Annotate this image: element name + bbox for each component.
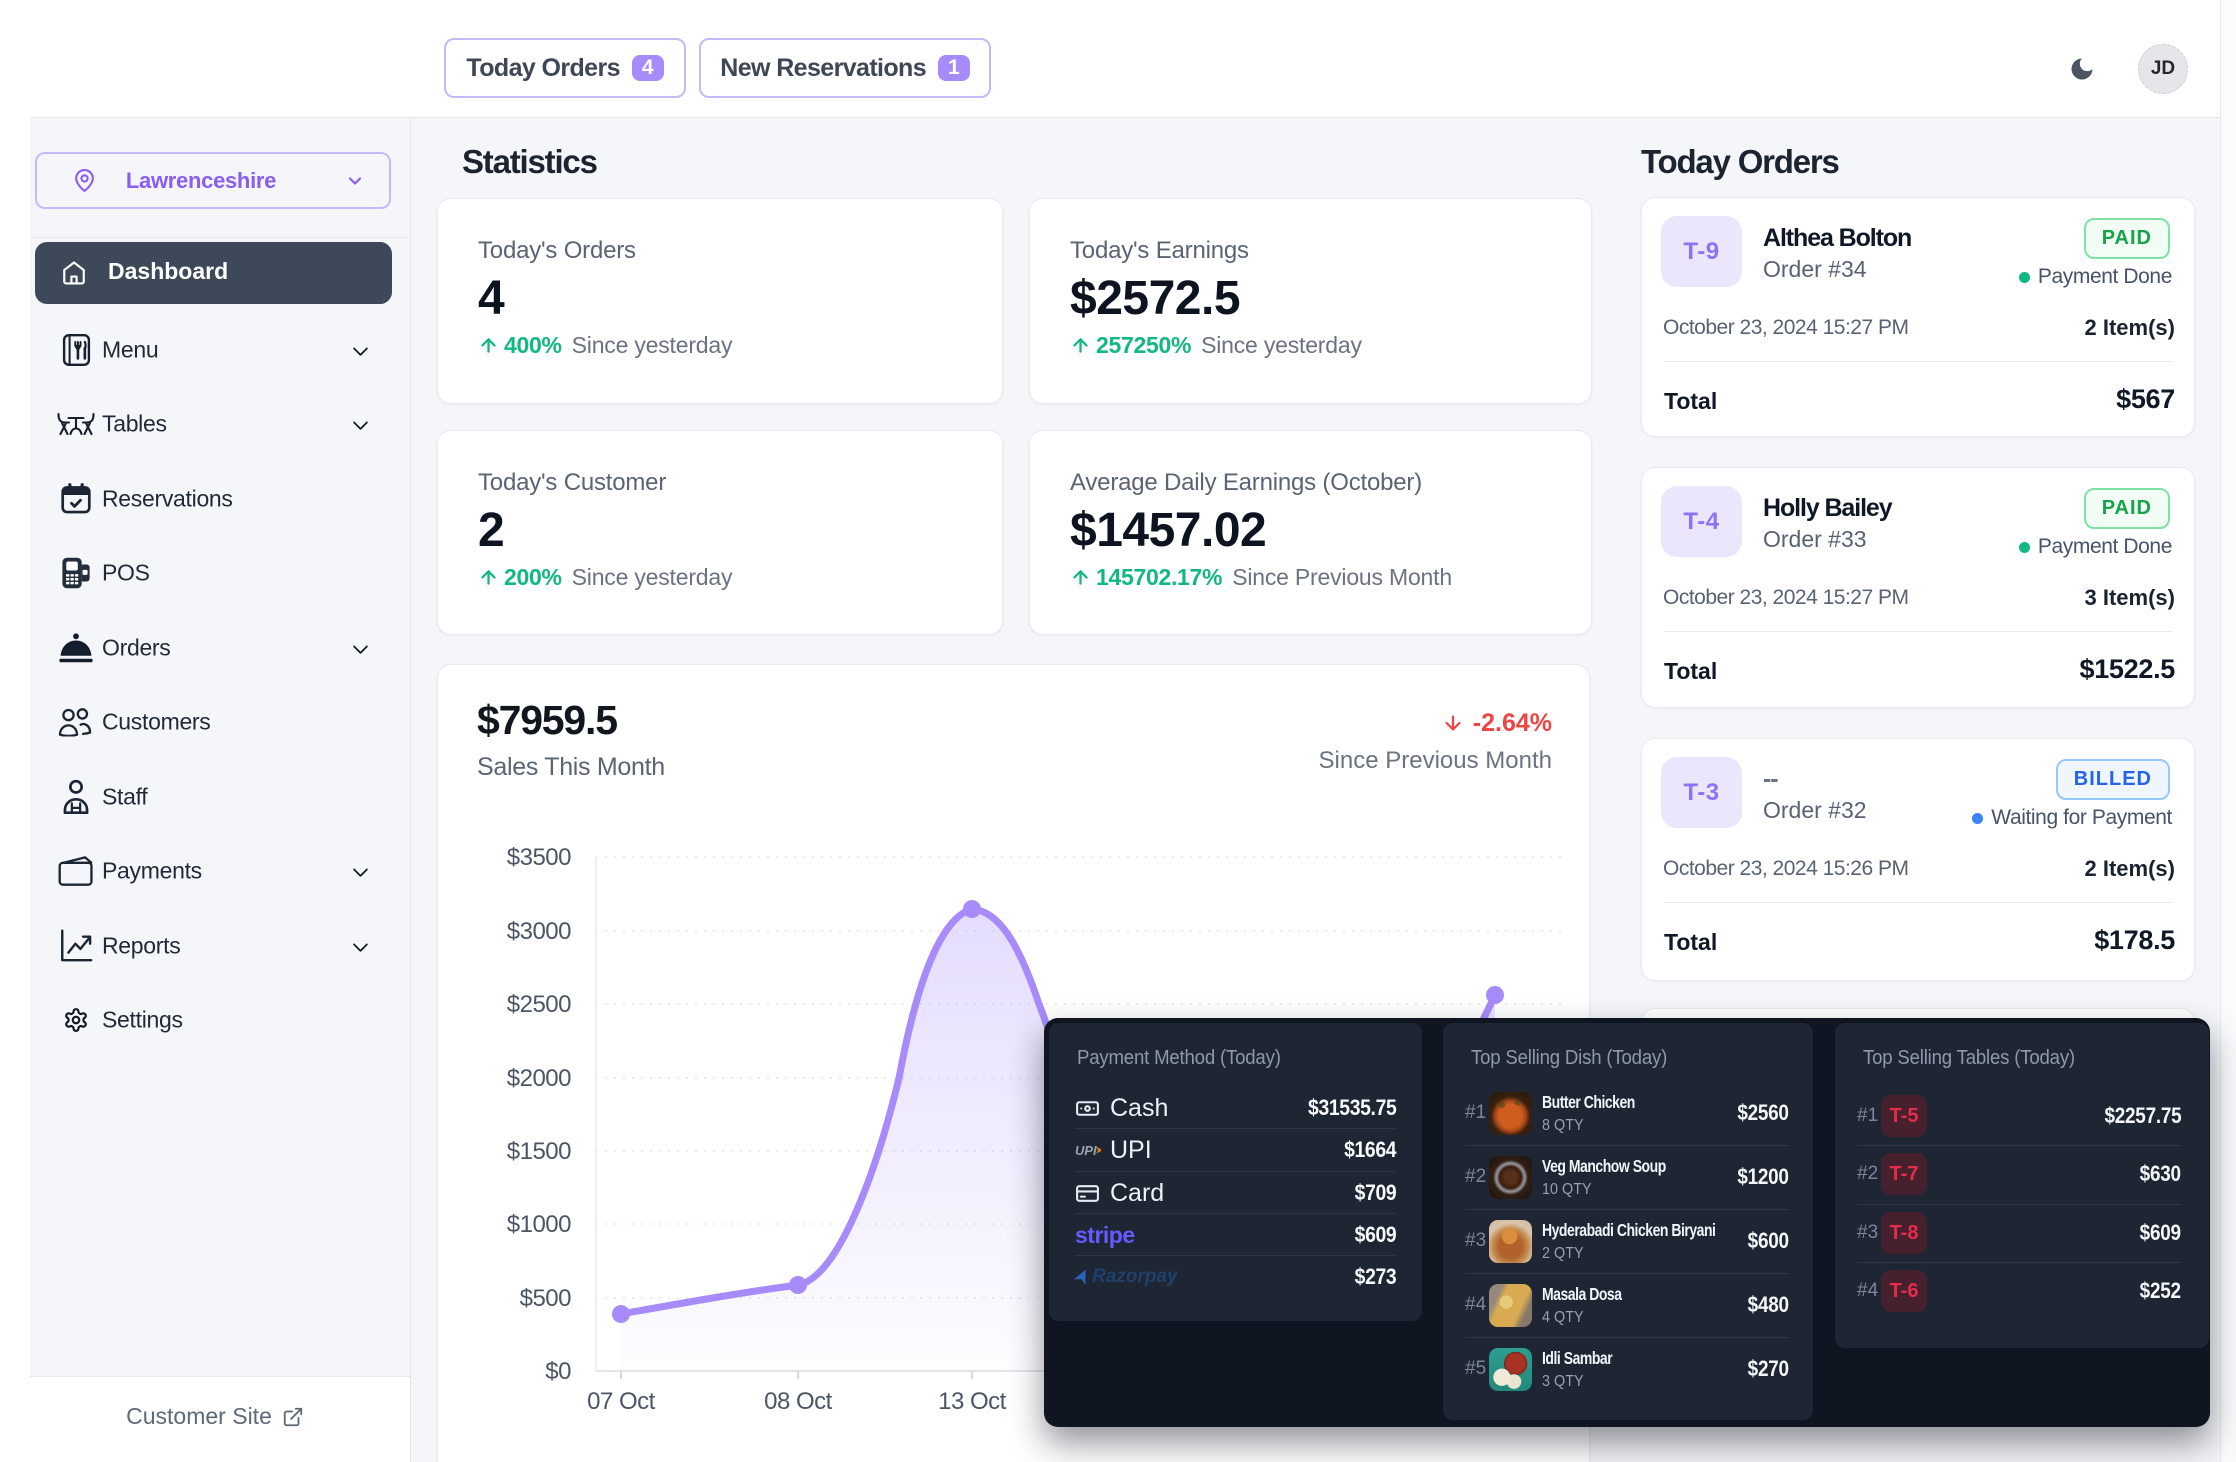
svg-text:13 Oct: 13 Oct [938, 1388, 1007, 1415]
svg-text:$3000: $3000 [507, 918, 571, 945]
svg-text:$2500: $2500 [507, 991, 571, 1018]
svg-text:07 Oct: 07 Oct [587, 1388, 656, 1415]
svg-text:$2000: $2000 [507, 1065, 571, 1092]
svg-text:08 Oct: 08 Oct [764, 1388, 833, 1415]
svg-text:$1000: $1000 [507, 1211, 571, 1238]
svg-text:$3500: $3500 [507, 844, 571, 871]
svg-text:$500: $500 [520, 1285, 572, 1312]
svg-text:$0: $0 [545, 1358, 571, 1385]
svg-text:$1500: $1500 [507, 1138, 571, 1165]
